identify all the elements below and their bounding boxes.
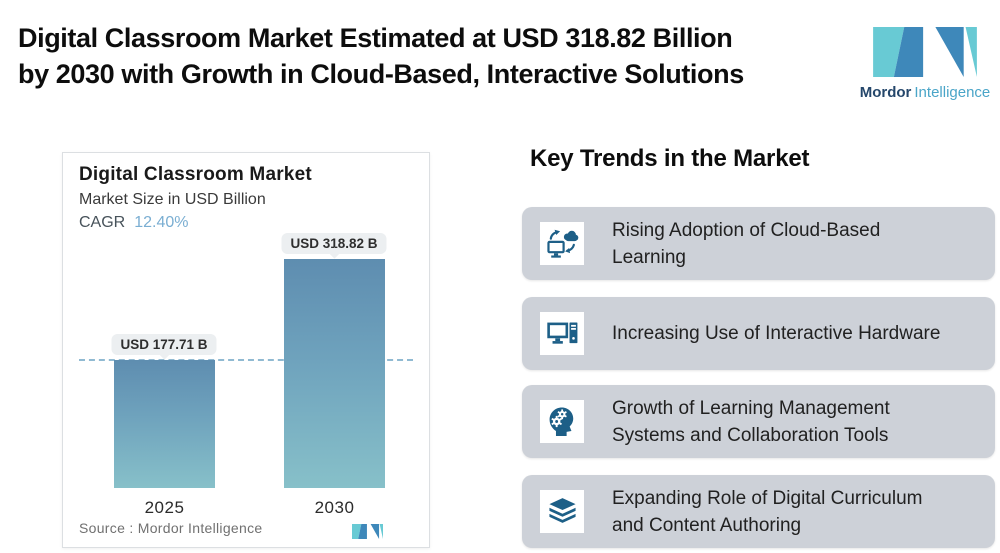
trend-card-interactive-hardware: Increasing Use of Interactive Hardware xyxy=(522,297,995,370)
market-chart-card: Digital Classroom Market Market Size in … xyxy=(62,152,430,548)
trend-icon-box xyxy=(540,222,584,265)
logo-brand-bold: Mordor xyxy=(859,84,912,101)
gear-large xyxy=(550,415,562,428)
trend-label: Rising Adoption of Cloud-Based Learning xyxy=(612,219,881,268)
page-title-line2: by 2030 with Growth in Cloud-Based, Inte… xyxy=(18,59,744,89)
trend-label: Expanding Role of Digital Curriculum and… xyxy=(612,487,923,536)
cagr-row: CAGR 12.40% xyxy=(79,214,189,232)
bar-2025 xyxy=(114,360,215,488)
page-title: Digital Classroom Market Estimated at US… xyxy=(18,20,744,92)
mordor-intelligence-logo: Mordor Intelligence xyxy=(860,8,990,120)
mordor-m-icon xyxy=(873,27,977,77)
trend-label: Increasing Use of Interactive Hardware xyxy=(612,323,941,344)
page-title-line1: Digital Classroom Market Estimated at US… xyxy=(18,23,733,53)
cagr-label: CAGR xyxy=(79,214,126,231)
trend-icon-box xyxy=(540,400,584,443)
head-gears-icon xyxy=(549,407,573,436)
axis-label-2030: 2030 xyxy=(314,498,355,517)
cloud-sync-monitor-icon xyxy=(546,229,578,258)
trends-heading: Key Trends in the Market xyxy=(530,145,810,172)
chart-subtitle: Market Size in USD Billion xyxy=(79,191,266,208)
trend-icon-box xyxy=(540,490,584,533)
bar-plot-area: USD 177.71 B USD 318.82 B 2025 2030 xyxy=(79,233,413,517)
trend-card-digital-curriculum: Expanding Role of Digital Curriculum and… xyxy=(522,475,995,548)
cloud-shape xyxy=(563,230,578,242)
trend-icon-box xyxy=(540,312,584,355)
trend-label: Growth of Learning Management Systems an… xyxy=(612,397,890,446)
books-stack-icon xyxy=(548,498,576,523)
axis-label-2025: 2025 xyxy=(144,498,185,517)
cagr-value: 12.40% xyxy=(134,214,189,231)
logo-wordmark: Mordor Intelligence xyxy=(860,84,991,101)
value-label-2030: USD 318.82 B xyxy=(281,233,387,254)
source-attribution: Source : Mordor Intelligence xyxy=(79,520,263,536)
mordor-m-mini-icon xyxy=(352,524,383,539)
trend-card-lms-collaboration: Growth of Learning Management Systems an… xyxy=(522,385,995,458)
reference-line xyxy=(79,359,413,361)
trend-card-cloud-learning: Rising Adoption of Cloud-Based Learning xyxy=(522,207,995,280)
chart-title: Digital Classroom Market xyxy=(79,164,312,185)
logo-brand-light: Intelligence xyxy=(914,84,991,101)
value-label-2025: USD 177.71 B xyxy=(111,334,217,355)
gear-small xyxy=(557,409,567,420)
desktop-computer-icon xyxy=(546,322,577,344)
bar-2030 xyxy=(284,259,385,488)
